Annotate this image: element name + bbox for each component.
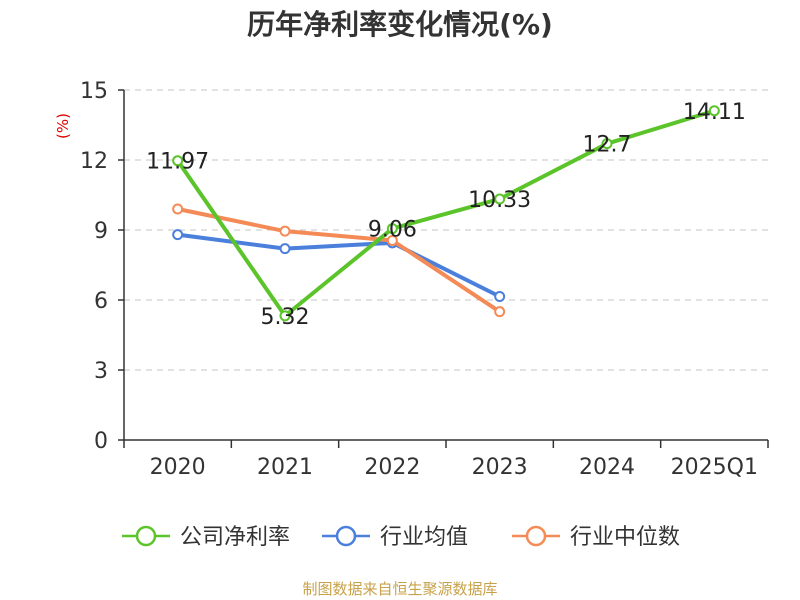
x-tick-label: 2025Q1	[671, 455, 758, 480]
data-label: 12.7	[583, 133, 632, 158]
axes: 0 3 6 9 12 15 2020 2021 2022 2023 2024 2025Q1	[80, 79, 769, 480]
legend-label: 行业中位数	[570, 525, 680, 550]
data-labels: 11.97 5.32 9.06 10.33 12.7 14.11	[146, 100, 746, 330]
y-tick-label: 12	[80, 149, 108, 174]
x-tick-label: 2023	[472, 455, 528, 480]
data-point-2	[386, 235, 398, 246]
y-tick-label: 3	[94, 359, 108, 384]
y-tick-label: 15	[80, 79, 108, 104]
y-tick-label: 6	[94, 289, 108, 314]
legend-label: 公司净利率	[180, 525, 290, 550]
y-tick-label: 9	[94, 219, 108, 244]
legend-marker	[525, 525, 547, 547]
source-note: 制图数据来自恒生聚源数据库	[302, 580, 497, 598]
legend-marker	[335, 525, 357, 547]
data-point-0	[601, 138, 613, 150]
series-line-1	[175, 232, 502, 299]
legend: 公司净利率 行业均值 行业中位数	[122, 525, 680, 550]
legend-label: 行业均值	[380, 525, 468, 550]
data-point-2	[494, 306, 506, 318]
x-tick-label: 2020	[150, 455, 206, 480]
data-point-0	[279, 310, 291, 322]
data-point-0	[494, 193, 506, 205]
series-layer	[172, 105, 720, 322]
data-label: 11.97	[146, 150, 209, 175]
series-line-0	[175, 108, 717, 318]
legend-marker	[135, 525, 157, 547]
y-axis-unit: (%)	[54, 113, 72, 139]
chart-title: 历年净利率变化情况(%)	[247, 8, 553, 41]
data-label: 5.32	[261, 305, 310, 330]
data-point-0	[386, 223, 398, 235]
data-label: 9.06	[368, 218, 417, 243]
y-tick-label: 0	[94, 429, 108, 454]
data-point-1	[172, 229, 184, 241]
data-point-0	[708, 105, 720, 117]
data-label: 10.33	[468, 188, 531, 213]
x-tick-label: 2024	[579, 455, 635, 480]
data-point-0	[172, 155, 184, 167]
x-tick-label: 2022	[364, 455, 420, 480]
data-point-2	[279, 225, 291, 237]
data-point-1	[279, 243, 291, 255]
data-point-1	[494, 291, 506, 302]
grid-lines	[124, 89, 768, 371]
x-tick-label: 2021	[257, 455, 313, 480]
data-label: 14.11	[683, 100, 746, 125]
series-line-2	[175, 207, 502, 314]
data-point-2	[172, 203, 184, 215]
